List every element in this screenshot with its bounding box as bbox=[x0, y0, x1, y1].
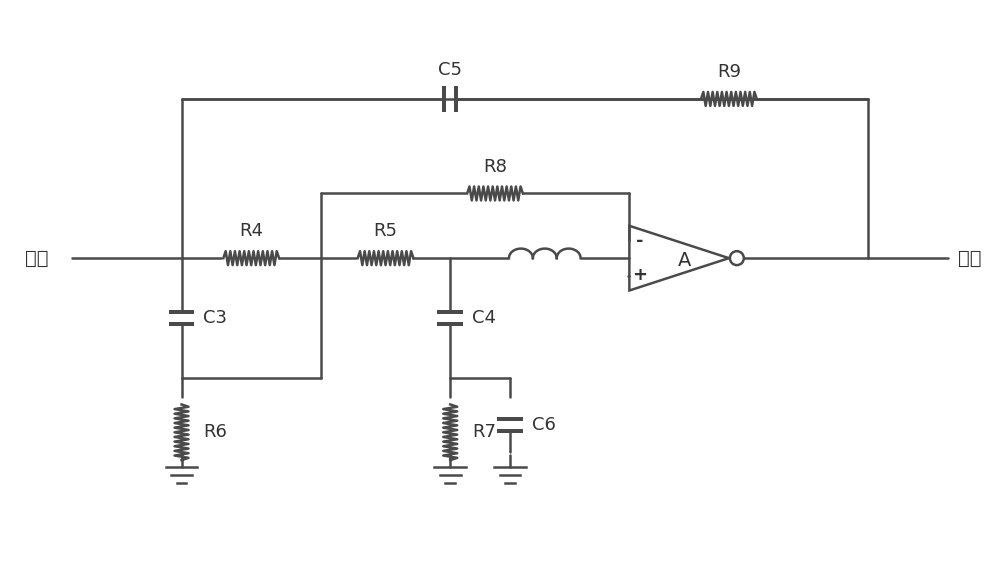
Text: R6: R6 bbox=[203, 423, 227, 442]
Text: 输出: 输出 bbox=[958, 249, 981, 268]
Text: C6: C6 bbox=[532, 416, 556, 434]
Text: -: - bbox=[636, 232, 643, 250]
Text: +: + bbox=[632, 266, 647, 284]
Text: R7: R7 bbox=[472, 423, 496, 442]
Text: R8: R8 bbox=[483, 158, 507, 176]
Text: R4: R4 bbox=[239, 222, 263, 240]
Text: R5: R5 bbox=[374, 222, 398, 240]
Text: A: A bbox=[677, 251, 691, 270]
Text: 输入: 输入 bbox=[25, 249, 49, 268]
Text: C4: C4 bbox=[472, 309, 496, 327]
Text: C5: C5 bbox=[438, 61, 462, 79]
Text: C3: C3 bbox=[203, 309, 227, 327]
Text: R9: R9 bbox=[717, 63, 741, 81]
